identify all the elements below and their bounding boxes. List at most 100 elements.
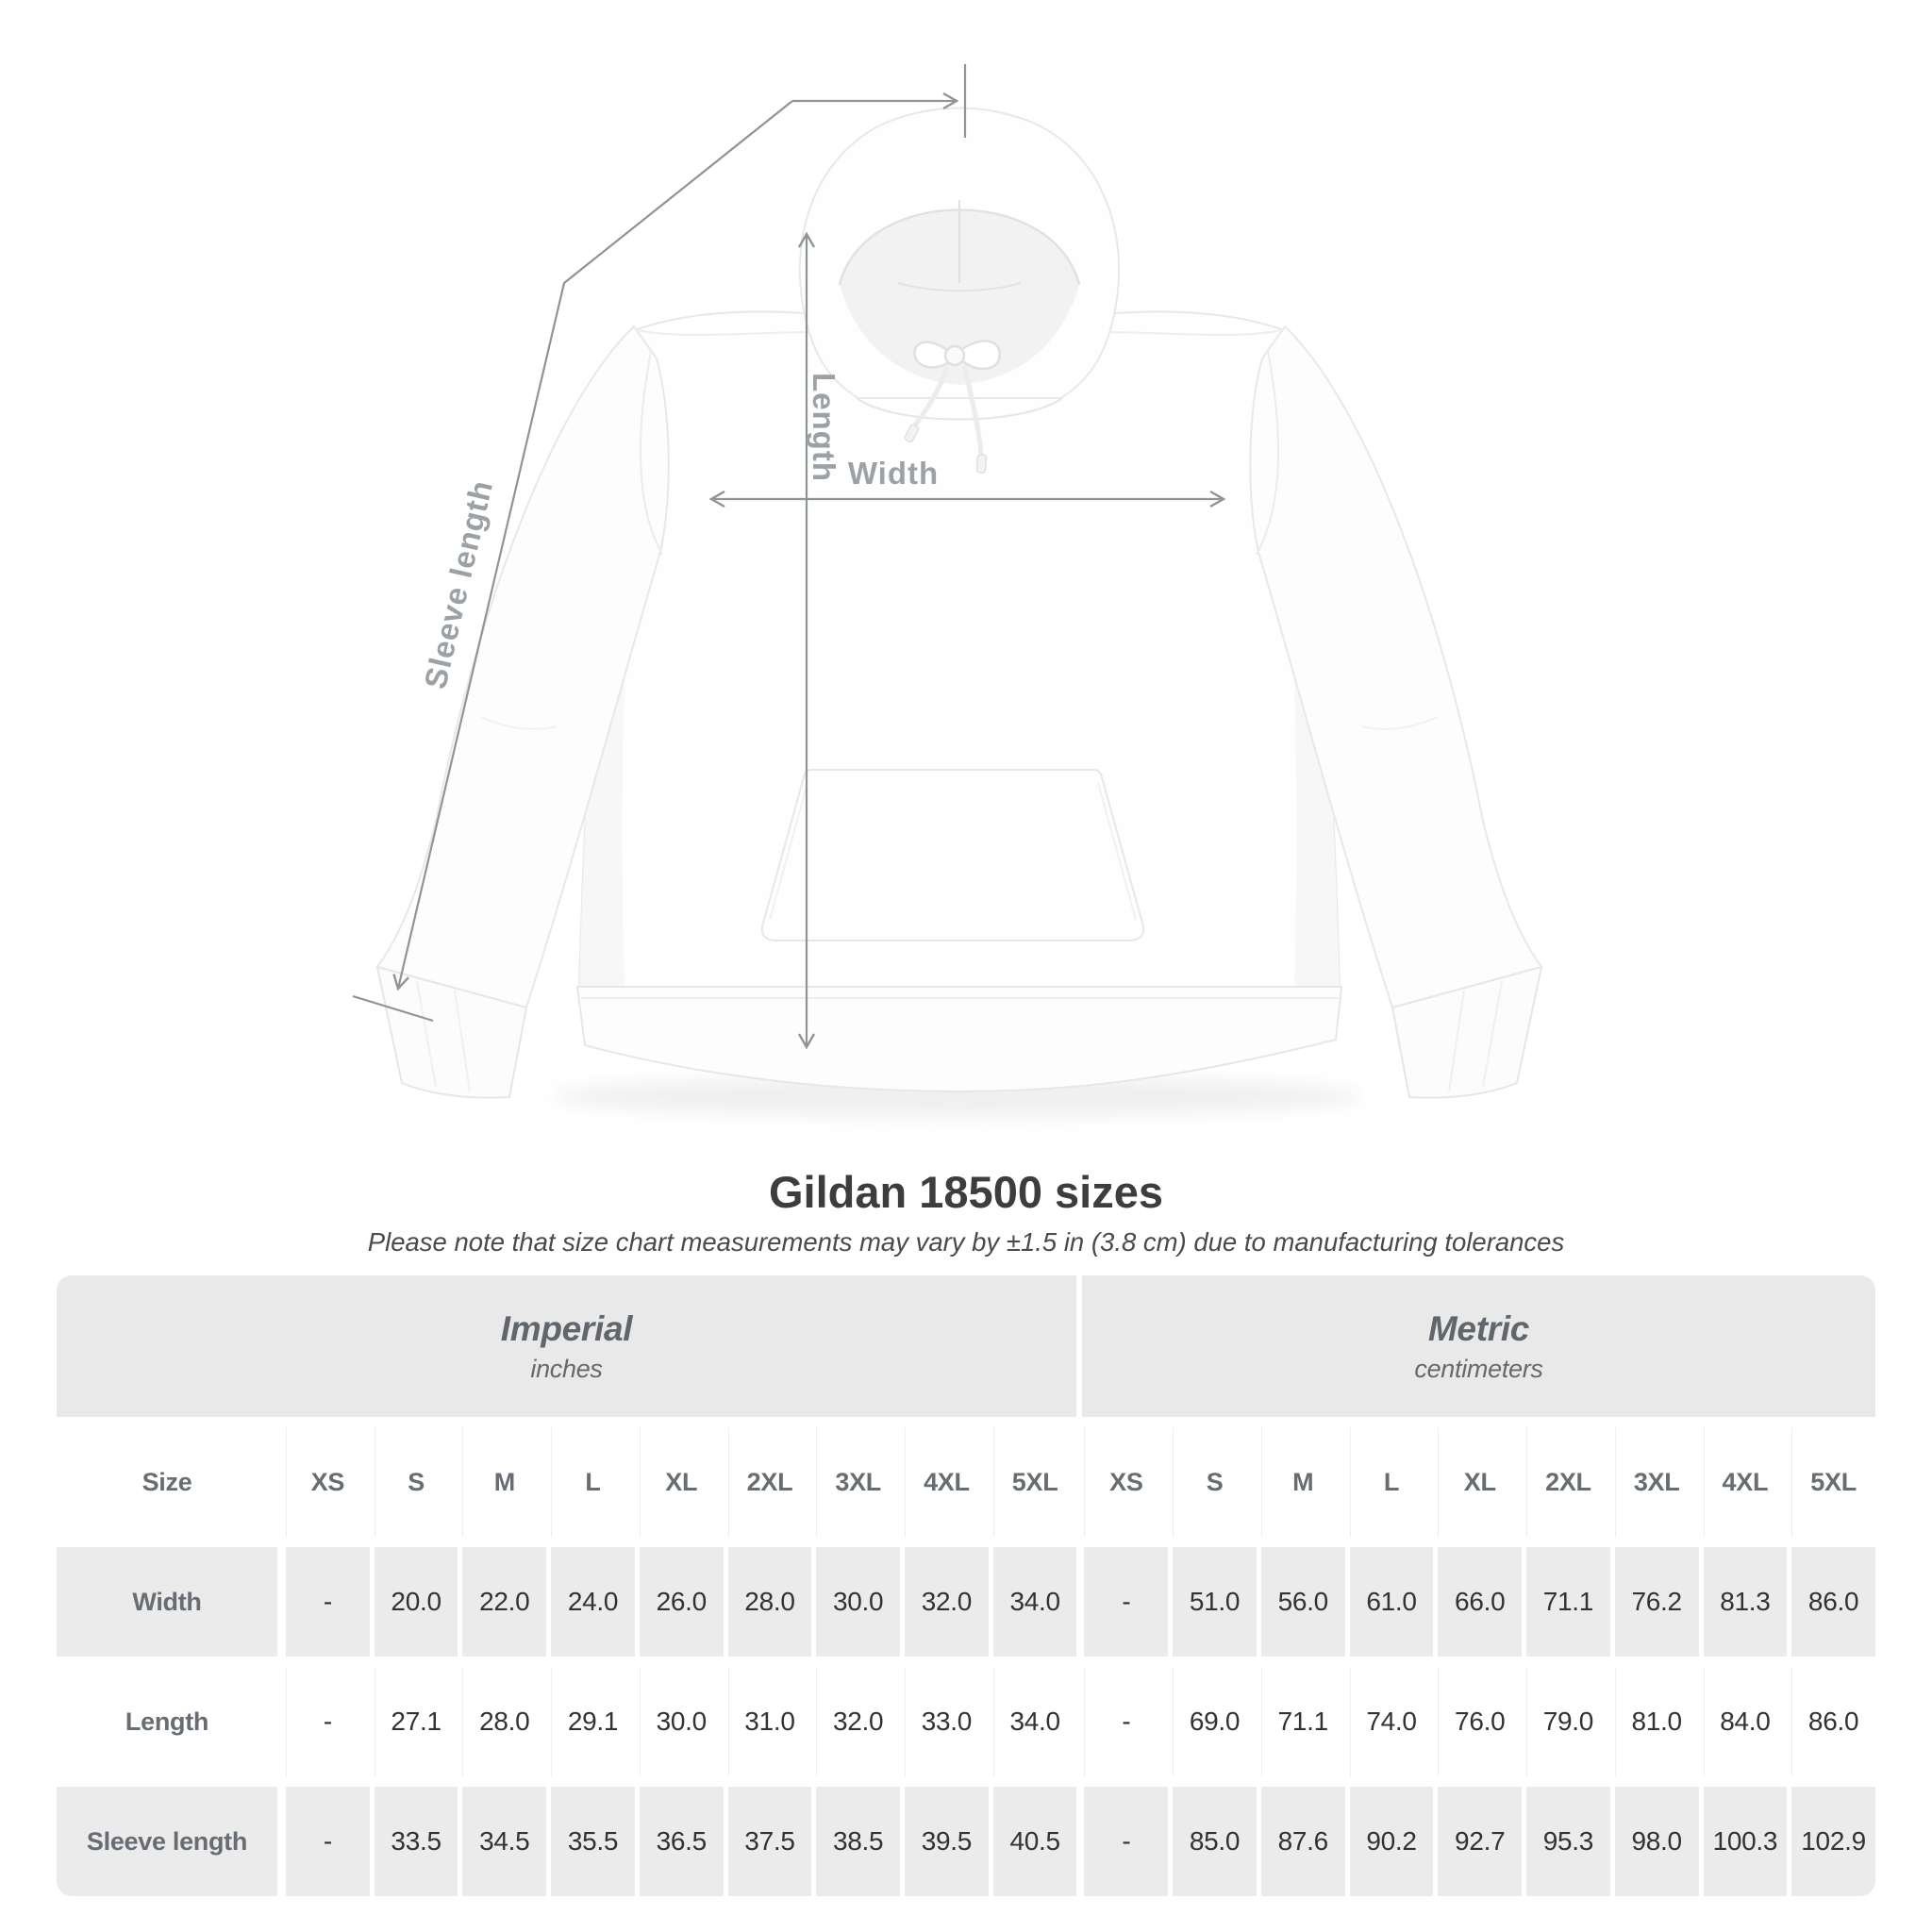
right-cuff — [1391, 965, 1543, 1099]
sleeve-length-bottom-tick — [352, 994, 434, 1023]
hoodie-illustration — [375, 107, 1543, 1099]
size-header-row: Size XS S M L XL 2XL 3XL 4XL 5XL XS S M L XL 2XL 3XL 4XL 5… — [57, 1427, 1875, 1537]
metric-unit-label: centimeters — [1414, 1354, 1543, 1383]
length-label: Length — [807, 373, 841, 482]
value-cell: 32.0 — [816, 1667, 901, 1776]
value-cell: 35.5 — [551, 1787, 635, 1896]
value-cell: 34.0 — [992, 1547, 1077, 1657]
value-cell: 34.5 — [462, 1787, 547, 1896]
value-cell: 90.2 — [1349, 1787, 1434, 1896]
value-cell: 24.0 — [551, 1547, 635, 1657]
drawstrings — [904, 340, 1002, 474]
size-header-imperial-4xl: 4XL — [905, 1427, 989, 1537]
size-header-imperial-2xl: 2XL — [727, 1427, 812, 1537]
value-cell: 26.0 — [639, 1547, 724, 1657]
value-cell: 56.0 — [1260, 1547, 1345, 1657]
page-subtitle: Please note that size chart measurements… — [367, 1227, 1565, 1257]
hood-facing-seam — [897, 282, 1022, 292]
value-cell: 39.5 — [905, 1787, 989, 1896]
value-cell: 31.0 — [727, 1667, 812, 1776]
value-cell: 84.0 — [1703, 1667, 1788, 1776]
size-header-imperial-s: S — [374, 1427, 458, 1537]
value-cell: - — [286, 1667, 370, 1776]
length-row: Length -27.1 28.0 29.1 30.0 31.0 32.0 33.0 34.0-… — [57, 1667, 1875, 1776]
value-cell: 76.2 — [1614, 1547, 1699, 1657]
width-label: Width — [848, 456, 939, 491]
hood-interior — [840, 211, 1079, 385]
value-cell: 86.0 — [1791, 1667, 1875, 1776]
imperial-band: Imperial inches — [57, 1275, 1077, 1417]
waistband — [575, 986, 1343, 1093]
unit-band-row: Imperial inches Metric centimeters — [57, 1275, 1875, 1417]
imperial-label: Imperial — [500, 1308, 633, 1348]
value-cell: - — [286, 1547, 370, 1657]
size-header-imperial-l: L — [551, 1427, 635, 1537]
row-label: Width — [57, 1547, 277, 1657]
value-cell: 87.6 — [1260, 1787, 1345, 1896]
collar-edge — [856, 397, 1063, 421]
value-cell: 36.5 — [639, 1787, 724, 1896]
row-label: Sleeve length — [57, 1787, 277, 1896]
page-title: Gildan 18500 sizes — [768, 1167, 1164, 1217]
width-row: Width -20.0 22.0 24.0 26.0 28.0 30.0 32.0 34.0-5… — [57, 1547, 1875, 1657]
value-cell: 61.0 — [1349, 1547, 1434, 1657]
value-cell: 29.1 — [551, 1667, 635, 1776]
value-cell: 66.0 — [1438, 1547, 1523, 1657]
value-cell: 98.0 — [1614, 1787, 1699, 1896]
value-cell: 32.0 — [905, 1547, 989, 1657]
value-cell: - — [1084, 1787, 1169, 1896]
value-cell: 27.1 — [374, 1667, 458, 1776]
value-cell: 71.1 — [1526, 1547, 1610, 1657]
kangaroo-pocket — [760, 769, 1145, 941]
metric-label: Metric — [1427, 1308, 1530, 1348]
value-cell: 100.3 — [1703, 1787, 1788, 1896]
value-cell: 85.0 — [1173, 1787, 1257, 1896]
value-cell: 74.0 — [1349, 1667, 1434, 1776]
value-cell: 92.7 — [1438, 1787, 1523, 1896]
measurement-annotations — [352, 64, 1224, 1047]
value-cell: 20.0 — [374, 1547, 458, 1657]
value-cell: 86.0 — [1791, 1547, 1875, 1657]
row-label: Length — [57, 1667, 277, 1776]
size-header-metric-2xl: 2XL — [1526, 1427, 1610, 1537]
value-cell: 30.0 — [816, 1547, 901, 1657]
value-cell: 30.0 — [639, 1667, 724, 1776]
value-cell: 38.5 — [816, 1787, 901, 1896]
value-cell: 51.0 — [1173, 1547, 1257, 1657]
value-cell: 76.0 — [1438, 1667, 1523, 1776]
value-cell: 34.0 — [992, 1667, 1077, 1776]
hoodie-diagram: Length Width Sleeve length — [352, 64, 1543, 1117]
size-header-metric-m: M — [1260, 1427, 1345, 1537]
size-header-imperial-5xl: 5XL — [992, 1427, 1077, 1537]
imperial-unit-label: inches — [530, 1354, 603, 1383]
garment-shadow — [552, 1075, 1363, 1117]
size-header-imperial-xl: XL — [639, 1427, 724, 1537]
value-cell: 33.0 — [905, 1667, 989, 1776]
value-cell: 71.1 — [1260, 1667, 1345, 1776]
size-header-metric-3xl: 3XL — [1614, 1427, 1699, 1537]
sleeve-length-row: Sleeve length -33.5 34.5 35.5 36.5 37.5 38.5 39… — [57, 1787, 1875, 1896]
value-cell: 22.0 — [462, 1547, 547, 1657]
value-cell: 28.0 — [727, 1547, 812, 1657]
value-cell: - — [1084, 1547, 1169, 1657]
size-header-metric-l: L — [1349, 1427, 1434, 1537]
size-column-header: Size — [57, 1427, 277, 1537]
value-cell: 95.3 — [1526, 1787, 1610, 1896]
value-cell: 69.0 — [1173, 1667, 1257, 1776]
size-header-imperial-xs: XS — [286, 1427, 370, 1537]
value-cell: 37.5 — [727, 1787, 812, 1896]
right-armhole-seam — [1256, 350, 1280, 556]
size-header-metric-xs: XS — [1084, 1427, 1169, 1537]
value-cell: 28.0 — [462, 1667, 547, 1776]
size-table: Imperial inches Metric centimeters Size X… — [57, 1275, 1875, 1896]
value-cell: - — [1084, 1667, 1169, 1776]
value-cell: - — [286, 1787, 370, 1896]
value-cell: 81.0 — [1614, 1667, 1699, 1776]
value-cell: 102.9 — [1791, 1787, 1875, 1896]
value-cell: 40.5 — [992, 1787, 1077, 1896]
size-header-metric-5xl: 5XL — [1791, 1427, 1875, 1537]
size-header-metric-s: S — [1173, 1427, 1257, 1537]
value-cell: 79.0 — [1526, 1667, 1610, 1776]
value-cell: 81.3 — [1703, 1547, 1788, 1657]
